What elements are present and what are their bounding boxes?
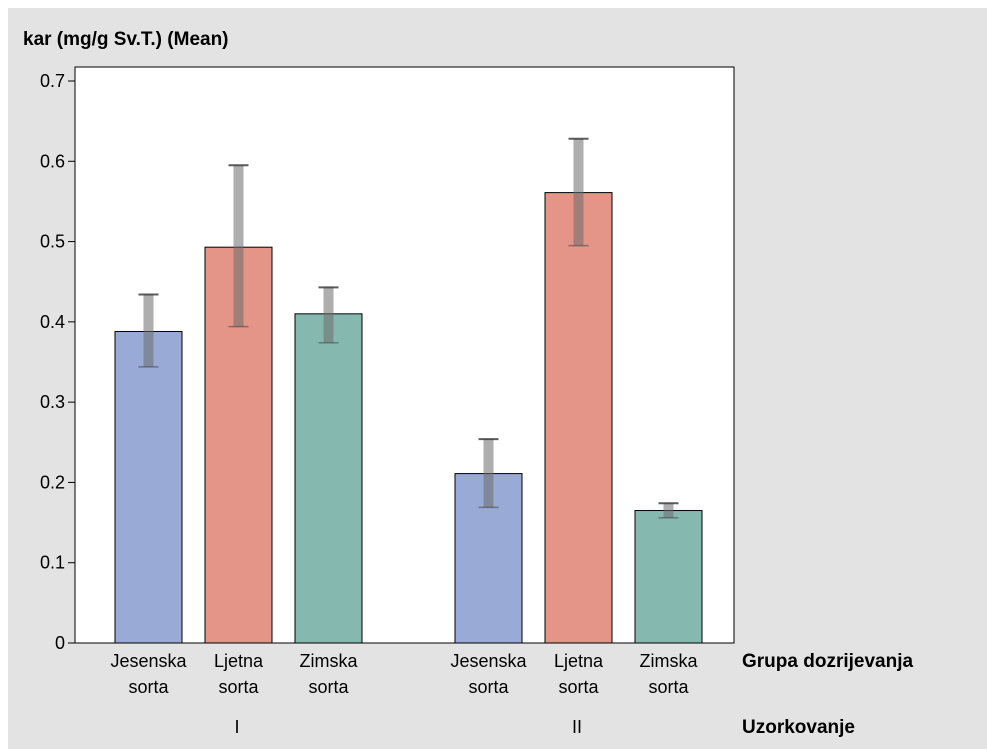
error-bars-layer	[138, 137, 679, 519]
category-label: sorta	[648, 677, 689, 697]
category-label: Jesenska	[450, 651, 527, 671]
group-label: I	[234, 717, 239, 737]
bar	[544, 192, 613, 644]
category-label: Zimska	[300, 651, 359, 671]
error-bar	[483, 439, 494, 508]
group-label: II	[572, 717, 582, 737]
bar	[114, 330, 183, 644]
y-tick-label: 0.1	[40, 553, 65, 573]
error-bar	[323, 287, 334, 343]
chart-figure: kar (mg/g Sv.T.) (Mean) 0 0.1 0.2 0.3 0.4 0.5…	[8, 8, 987, 749]
x-axis-labels: Jesenska sorta Ljetna sorta Zimska sorta I Jese…	[110, 651, 698, 737]
category-label: sorta	[558, 677, 599, 697]
y-tick-label: 0.6	[40, 151, 65, 171]
plot-area	[74, 66, 735, 644]
category-label: Jesenska	[110, 651, 187, 671]
y-tick-label: 0.4	[40, 312, 65, 332]
y-tick-label: 0.7	[40, 71, 65, 91]
y-tick-label: 0.3	[40, 392, 65, 412]
y-tick-label: 0.5	[40, 232, 65, 252]
error-bar	[663, 503, 674, 518]
category-label: Ljetna	[214, 651, 264, 671]
category-label: sorta	[218, 677, 259, 697]
error-bar	[573, 138, 584, 246]
category-label: Ljetna	[554, 651, 604, 671]
y-tick-label: 0.2	[40, 472, 65, 492]
bar-chart: kar (mg/g Sv.T.) (Mean) 0 0.1 0.2 0.3 0.4 0.5…	[23, 29, 913, 738]
error-bar	[233, 165, 244, 327]
chart-title: kar (mg/g Sv.T.) (Mean)	[23, 29, 229, 50]
category-label: Zimska	[640, 651, 699, 671]
group-axis-title: Uzorkovanje	[742, 717, 855, 738]
x-axis-title: Grupa dozrijevanja	[742, 651, 913, 672]
y-tick-label: 0	[55, 633, 65, 653]
category-label: sorta	[308, 677, 349, 697]
y-axis: 0 0.1 0.2 0.3 0.4 0.5 0.6 0.7	[40, 71, 75, 653]
bars-layer	[114, 192, 703, 644]
category-label: sorta	[468, 677, 509, 697]
bar	[634, 510, 703, 644]
category-label: sorta	[128, 677, 169, 697]
error-bar	[143, 294, 154, 367]
bar	[294, 313, 363, 644]
